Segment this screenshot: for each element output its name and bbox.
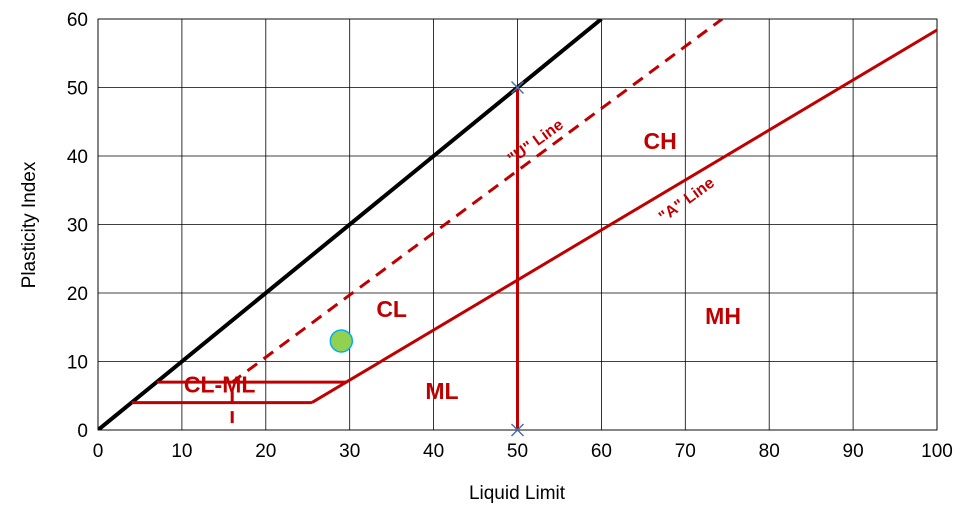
region-label-cl: CL xyxy=(376,296,407,322)
y-tick-label: 0 xyxy=(77,421,88,442)
data-point xyxy=(329,329,354,353)
data-points xyxy=(329,329,354,353)
y-tick-label: 10 xyxy=(67,353,88,374)
x-tick-label: 10 xyxy=(171,441,192,462)
y-tick-label: 20 xyxy=(67,284,88,305)
region-label-ch: CH xyxy=(644,128,677,154)
x-tick-label: 70 xyxy=(675,441,696,462)
x-tick-label: 0 xyxy=(93,441,104,462)
x-tick-label: 100 xyxy=(921,441,953,462)
x-tick-label: 30 xyxy=(339,441,360,462)
y-tick-label: 40 xyxy=(67,147,88,168)
region-label-mh: MH xyxy=(705,303,741,329)
y-tick-label: 30 xyxy=(67,216,88,237)
x-tick-label: 40 xyxy=(423,441,444,462)
y-tick-label: 60 xyxy=(67,10,88,31)
region-label-ml: ML xyxy=(425,378,458,404)
x-tick-label: 60 xyxy=(591,441,612,462)
tick-labels: 0 10 20 30 40 50 60 70 80 90 100 0 10 20 30 40 50 60 xyxy=(67,10,953,462)
x-tick-label: 80 xyxy=(759,441,780,462)
region-label-cl-ml: CL-ML xyxy=(184,371,256,397)
x-tick-label: 20 xyxy=(255,441,276,462)
cross-marker xyxy=(510,423,525,437)
cross-markers xyxy=(510,80,525,437)
x-axis-title: Liquid Limit xyxy=(469,483,566,504)
y-axis-title: Plasticity Index xyxy=(19,161,40,288)
x-tick-label: 90 xyxy=(843,441,864,462)
cross-marker xyxy=(510,80,525,95)
y-tick-label: 50 xyxy=(67,79,88,100)
x-tick-label: 50 xyxy=(507,441,528,462)
